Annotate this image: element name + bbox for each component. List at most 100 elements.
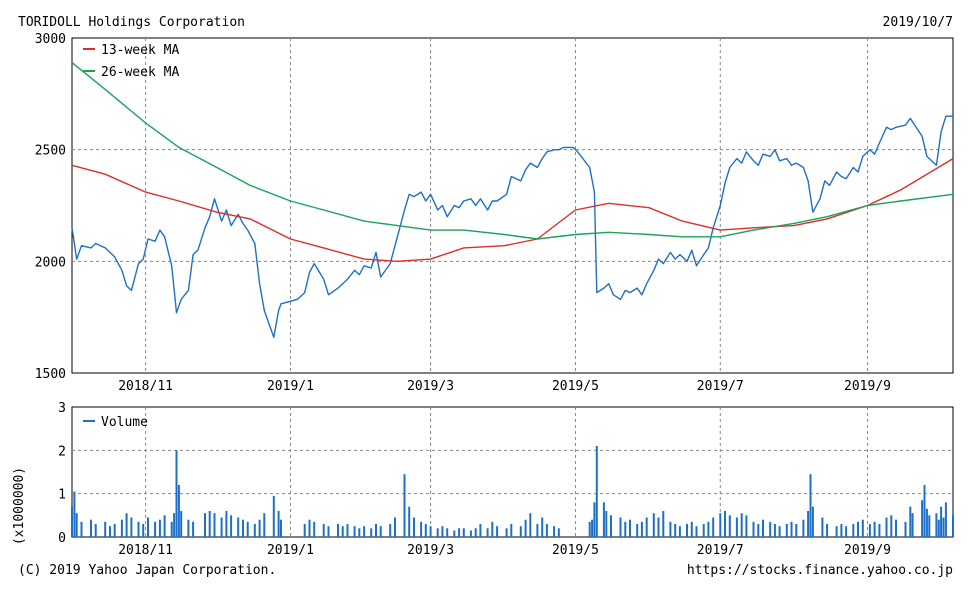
volume-bar	[142, 524, 145, 537]
volume-bar	[446, 528, 449, 537]
volume-bar	[242, 519, 244, 537]
volume-bar	[773, 524, 776, 537]
volume-bar	[113, 524, 116, 537]
volume-xtick-label: 2019/5	[552, 543, 599, 558]
volume-bar	[272, 495, 275, 537]
volume-bar	[845, 526, 848, 537]
volume-bar	[645, 517, 648, 537]
volume-bar	[80, 521, 83, 537]
volume-bar	[163, 515, 166, 537]
volume-bar	[73, 491, 76, 537]
volume-bar	[225, 511, 228, 537]
volume-bar	[154, 521, 157, 537]
volume-bar	[602, 502, 605, 537]
volume-bar	[370, 528, 373, 537]
volume-bar	[220, 517, 223, 537]
volume-bar	[436, 528, 439, 537]
volume-bar	[213, 513, 216, 537]
volume-bar	[605, 511, 608, 537]
price-legend: 13-week MA 26-week MA	[83, 43, 179, 80]
volume-bar	[413, 517, 415, 537]
volume-bar	[462, 528, 465, 537]
volume-bar	[253, 524, 256, 537]
volume-bar	[878, 524, 881, 537]
volume-bar	[491, 521, 494, 537]
volume-bar	[557, 528, 560, 537]
volume-bar	[662, 511, 665, 537]
price-xtick-label: 2019/3	[407, 379, 454, 394]
volume-bar	[322, 524, 325, 537]
volume-bar	[553, 526, 556, 537]
volume-bar	[545, 524, 548, 537]
price-frame	[71, 37, 954, 374]
volume-bar	[890, 515, 893, 537]
volume-bar	[911, 513, 914, 537]
volume-bar	[610, 515, 612, 537]
volume-bar	[458, 528, 461, 537]
volume-bar	[474, 528, 477, 537]
volume-bar	[90, 519, 92, 537]
volume-bar	[925, 508, 928, 537]
price-ytick-label: 3000	[35, 32, 66, 47]
volume-bar	[785, 524, 788, 537]
volume-bar	[420, 521, 423, 537]
volume-legend: Volume	[83, 415, 148, 430]
volume-panel: 0 1 2 3 2018/11 2019/1 2019/3 2019/5 2019/7 2019/…	[58, 401, 954, 558]
volume-bar	[857, 521, 859, 537]
volume-frame	[71, 406, 954, 538]
volume-bar	[937, 519, 940, 537]
volume-bar	[802, 519, 805, 537]
volume-bar	[619, 517, 622, 537]
volume-bar	[71, 506, 73, 537]
volume-bar	[835, 526, 838, 537]
price-ytick-label: 1500	[35, 367, 66, 382]
volume-bar	[120, 519, 123, 537]
volume-bar	[180, 511, 183, 537]
volume-bar	[636, 524, 639, 537]
volume-bar	[353, 526, 356, 537]
volume-bar	[728, 515, 731, 537]
volume-bar	[942, 517, 945, 537]
volume-bar	[130, 517, 133, 537]
volume-bar	[104, 521, 107, 537]
volume-bar	[204, 513, 206, 537]
volume-bar	[652, 513, 655, 537]
volume-bar	[529, 513, 532, 537]
volume-bar	[707, 521, 710, 537]
volume-bar	[303, 524, 306, 537]
volume-ytick-label: 2	[58, 444, 66, 459]
volume-bar	[595, 446, 598, 537]
ma26-line	[71, 62, 954, 240]
volume-bar	[246, 521, 249, 537]
volume-bar	[921, 500, 924, 537]
volume-bar	[496, 526, 499, 537]
volume-bar	[935, 513, 938, 537]
volume-bar	[263, 513, 266, 537]
volume-bar	[280, 519, 282, 537]
volume-bar	[669, 521, 672, 537]
volume-bar	[811, 506, 814, 537]
volume-bar	[821, 517, 824, 537]
volume-bar	[94, 524, 97, 537]
volume-bar	[826, 524, 829, 537]
volume-bar	[177, 485, 180, 537]
volume-bar	[125, 513, 128, 537]
volume-bar	[909, 506, 912, 537]
price-ytick-label: 2500	[35, 144, 66, 159]
volume-bar	[809, 474, 812, 537]
volume-bar	[762, 519, 764, 537]
volume-bar	[403, 474, 406, 537]
volume-bar	[519, 526, 522, 537]
volume-bar	[394, 517, 396, 537]
volume-bar	[424, 524, 427, 537]
chart-date: 2019/10/7	[883, 15, 953, 30]
price-xtick-label: 2019/1	[267, 379, 314, 394]
volume-xtick-label: 2018/11	[118, 543, 173, 558]
volume-bar	[192, 521, 195, 537]
volume-bar	[952, 515, 954, 537]
volume-bar	[429, 526, 432, 537]
volume-bar	[593, 502, 596, 537]
price-panel: 1500 2000 2500 3000 2018/11 2019/1 2019/3 2019/…	[35, 32, 954, 394]
